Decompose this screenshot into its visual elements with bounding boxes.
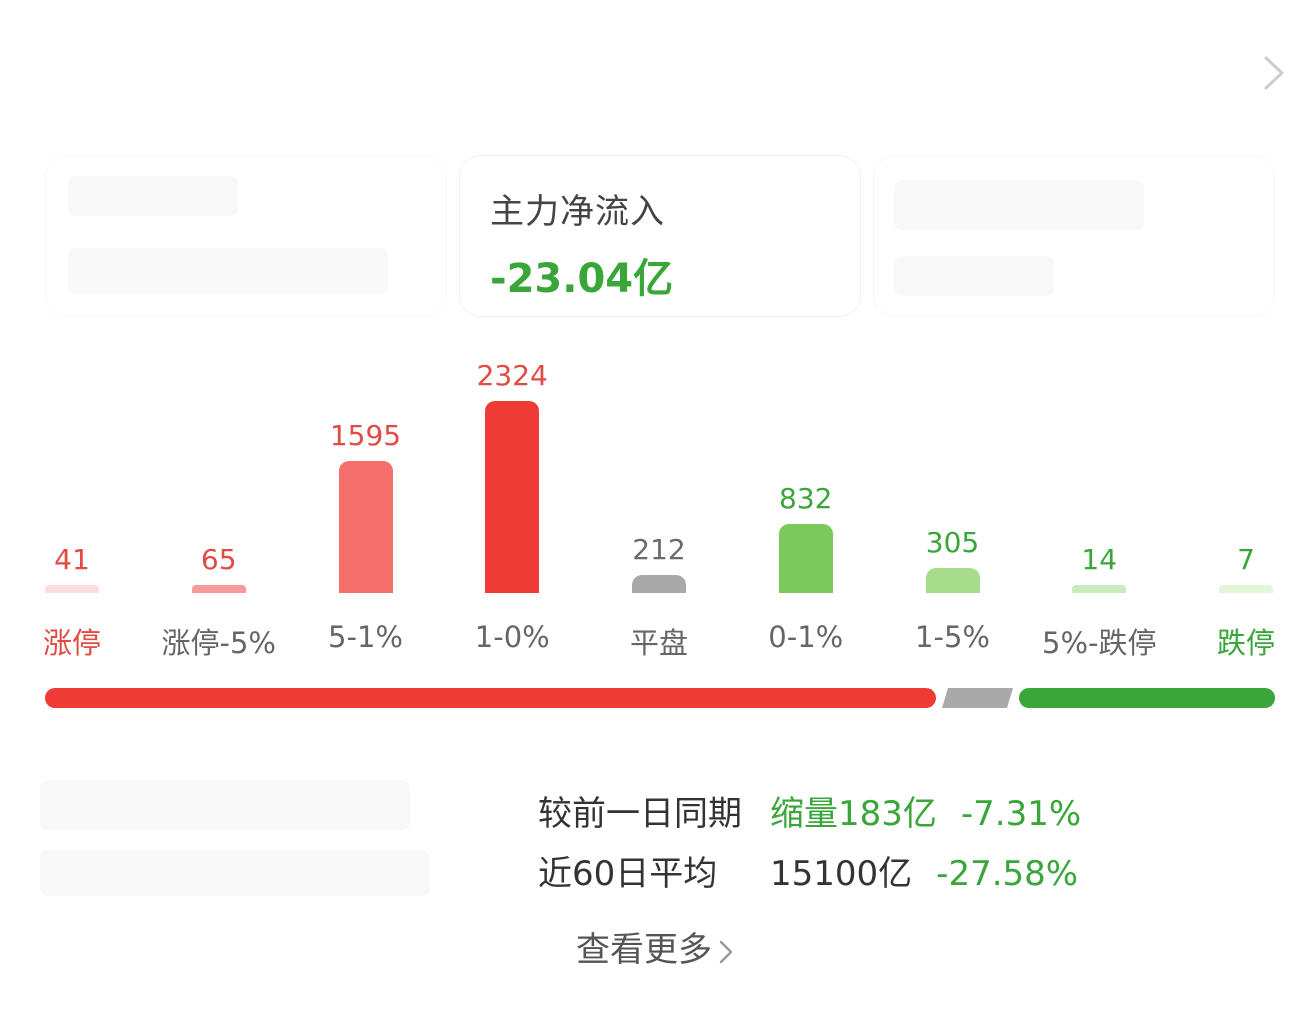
bar-1 [191,585,246,593]
chevron-right-icon [719,940,733,963]
chevron-right-icon[interactable] [1258,54,1288,92]
stats-row-60day-average: 近60日平均 15100亿 -27.58% [538,846,1078,895]
blurred-content [40,850,430,896]
stats-label: 近60日平均 [538,854,718,894]
bar-0 [45,585,99,593]
stats-change: -7.31% [960,794,1082,834]
bar-value-label: 305 [925,525,980,559]
category-label: 1-5% [915,620,990,654]
bar-value-label: 2324 [476,359,548,392]
stats-value: 缩量183亿 [770,794,937,834]
view-more-label: 查看更多 [576,930,712,970]
category-label: 5%-跌停 [1042,626,1157,660]
main-fund-value: -23.04亿 [490,256,674,302]
category-label: 平盘 [629,626,688,660]
category-label: 涨停 [42,626,101,660]
view-more-link[interactable]: 查看更多 [576,922,734,971]
bar-4 [632,575,686,593]
stats-label: 较前一日同期 [538,794,742,834]
ratio-segment-up [45,688,936,708]
stats-change: -27.58% [936,854,1079,894]
category-label: 0-1% [768,620,844,654]
category-label: 1-0% [474,620,550,654]
bar-8 [1219,585,1273,593]
stats-value: 15100亿 [770,854,913,894]
category-label: 跌停 [1216,626,1275,660]
blurred-content [894,180,1144,230]
stats-row-previous-day: 较前一日同期 缩量183亿 -7.31% [538,786,1081,835]
bar-3 [485,401,540,593]
bar-value-label: 212 [632,533,686,567]
bar-value-label: 1595 [329,419,402,453]
summary-card-right[interactable] [873,155,1275,317]
category-label: 5-1% [328,620,403,654]
bar-value-label: 14 [1081,543,1118,576]
up-flat-down-ratio-bar [45,688,1275,708]
ratio-segment-down [1019,688,1275,708]
bar-value-label: 41 [54,543,90,576]
blurred-content [68,248,388,294]
main-fund-card[interactable]: 主力净流入 -23.04亿 [459,155,861,317]
bar-value-label: 65 [200,543,237,576]
blurred-content [40,780,410,830]
bar-value-label: 7 [1237,543,1255,576]
distribution-bar-chart: 41 涨停 65 涨停-5% 1595 5-1% 2324 1-0% 212 平盘 832 0-1% 3… [0,340,1297,680]
main-fund-label: 主力净流入 [490,192,665,232]
blurred-content [68,176,238,216]
summary-card-left[interactable] [45,155,447,317]
ratio-segment-flat [942,688,1013,708]
bar-5 [778,524,833,593]
category-label: 涨停-5% [161,626,276,660]
bar-6 [925,567,980,593]
bar-2 [338,461,393,593]
blurred-content [894,256,1054,296]
bar-value-label: 832 [779,482,833,516]
bar-7 [1072,585,1127,593]
